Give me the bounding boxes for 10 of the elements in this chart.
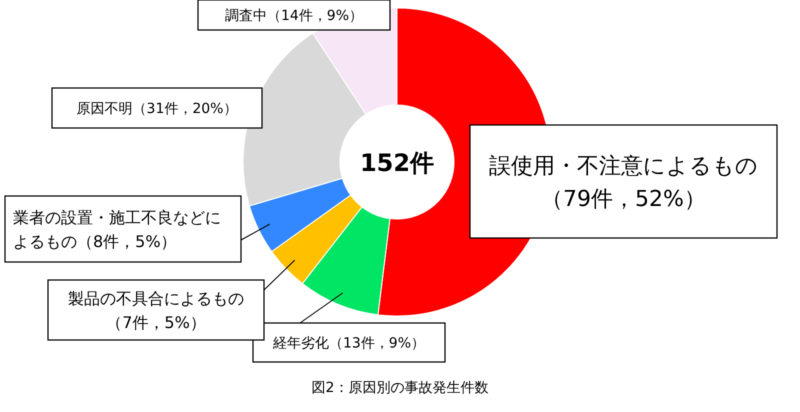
slice-label: 業者の設置・施工不良などによるもの（8件，5%） <box>13 208 221 251</box>
slice-label: 誤使用・不注意によるもの <box>489 154 758 179</box>
slice-label: 製品の不具合によるもの <box>68 288 244 308</box>
slice-label: 経年劣化（13件，9%） <box>272 336 426 352</box>
slice-label: 原因不明（31件，20%） <box>76 101 238 118</box>
data-label: （79件，52%） <box>541 186 706 212</box>
data-label: （7件，5%） <box>106 312 206 332</box>
text: 図2：原因別の事故発生件数 <box>312 380 488 396</box>
text: 152件 <box>360 149 434 177</box>
slice-label: 調査中（14件，9%） <box>224 8 364 24</box>
